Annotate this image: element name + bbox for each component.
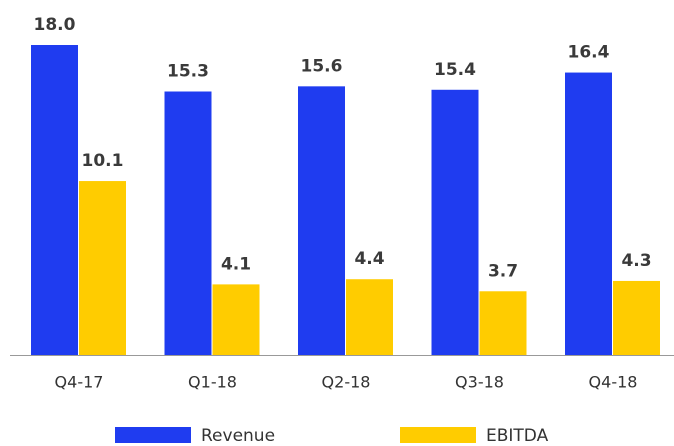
value-label: 4.4: [354, 249, 384, 269]
x-tick-label: Q1-18: [188, 373, 237, 392]
bar: [79, 181, 126, 355]
x-tick-label: Q4-17: [55, 373, 104, 392]
value-label: 3.7: [488, 261, 518, 281]
legend-swatch: [115, 427, 191, 443]
x-tick-label: Q2-18: [322, 373, 371, 392]
legend-label: Revenue: [201, 426, 275, 446]
bar: [298, 86, 345, 355]
x-tick-label: Q3-18: [455, 373, 504, 392]
bar: [212, 284, 260, 355]
x-tick-label: Q4-18: [589, 373, 638, 392]
bar: [613, 280, 660, 355]
value-label: 15.3: [167, 62, 209, 82]
bar: [31, 45, 78, 355]
value-label: 18.0: [34, 15, 76, 35]
bar: [164, 91, 212, 355]
legend-swatch: [400, 427, 476, 443]
value-label: 15.6: [301, 56, 343, 76]
legend-label: EBITDA: [486, 426, 549, 446]
value-label: 15.4: [434, 60, 476, 80]
bar: [479, 291, 527, 355]
bar: [346, 279, 393, 355]
value-label: 4.1: [221, 254, 251, 274]
value-label: 16.4: [568, 43, 610, 63]
bar: [431, 89, 479, 356]
value-label: 10.1: [82, 151, 124, 171]
bar: [565, 72, 612, 356]
value-label: 4.3: [621, 251, 651, 271]
